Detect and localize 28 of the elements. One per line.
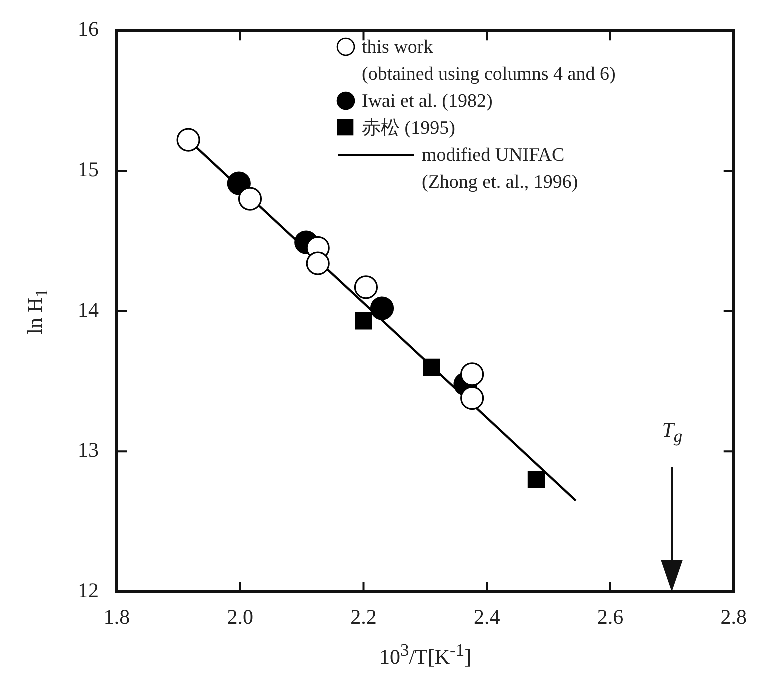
- point: [460, 362, 484, 386]
- point: [528, 471, 546, 488]
- y-tick-label: 13: [78, 438, 99, 462]
- x-tick-label: 2.8: [720, 605, 747, 630]
- legend-label: 赤松 (1995): [362, 117, 456, 141]
- point: [238, 187, 262, 211]
- y-tick-label: 15: [78, 157, 99, 182]
- point: [354, 276, 378, 300]
- point: [355, 312, 372, 330]
- point: [306, 252, 330, 276]
- point: [227, 172, 251, 196]
- point: [423, 358, 440, 376]
- y-tick-label: 16: [78, 17, 99, 42]
- x-tick-label: 2.4: [474, 605, 501, 630]
- point: [460, 386, 484, 410]
- x-tick-label: 2.6: [597, 605, 624, 630]
- x-tick-label: 1.8: [104, 605, 130, 630]
- legend-label: this work (obtained using columns 4 and 6): [362, 36, 616, 87]
- y-tick-label: 14: [78, 298, 100, 322]
- x-tick-label: 2.2: [350, 605, 377, 630]
- point: [176, 128, 200, 152]
- y-tick-label: 12: [78, 578, 99, 603]
- point: [370, 296, 394, 320]
- legend-label: Iwai et al. (1982): [362, 90, 493, 114]
- x-axis-title: 10$^{3}$/T[K$^{-1}$]: [379, 640, 472, 670]
- x-tick-label: 2.0: [227, 605, 254, 630]
- ref-line-label: T$_{g}$: [662, 418, 683, 448]
- legend-label: modified UNIFAC (Zhong et. al., 1996): [422, 144, 580, 195]
